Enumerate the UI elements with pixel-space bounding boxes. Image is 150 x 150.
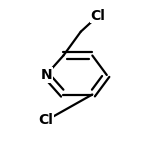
Text: Cl: Cl — [91, 9, 106, 23]
Text: N: N — [40, 68, 52, 82]
Text: Cl: Cl — [39, 114, 54, 128]
